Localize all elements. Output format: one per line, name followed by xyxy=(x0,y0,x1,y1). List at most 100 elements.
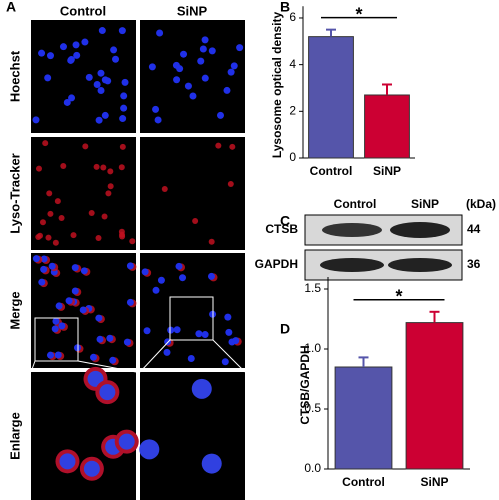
micrograph xyxy=(140,372,245,500)
nucleus xyxy=(79,306,87,314)
nucleus xyxy=(81,38,89,46)
nucleus xyxy=(98,27,106,35)
nucleus xyxy=(109,356,117,364)
lysosome xyxy=(118,164,125,171)
nucleus xyxy=(110,46,118,54)
nucleus xyxy=(216,111,224,119)
panel-label: A xyxy=(6,0,16,15)
zoom-line xyxy=(77,360,137,373)
nucleus xyxy=(73,344,81,352)
x-tick-label: Control xyxy=(310,164,353,178)
blot-kda: 44 xyxy=(467,222,481,236)
nucleus xyxy=(96,335,104,343)
nucleus xyxy=(195,330,203,338)
nucleus xyxy=(156,29,164,37)
nucleus xyxy=(201,36,209,44)
zoom-line xyxy=(212,339,246,373)
nucleus xyxy=(46,351,54,359)
nucleus xyxy=(225,328,233,336)
nucleus xyxy=(48,262,56,270)
y-tick-label: 2 xyxy=(289,103,296,117)
y-axis-label: CTSB/GAPDH xyxy=(298,345,312,424)
nucleus xyxy=(83,460,100,477)
bar xyxy=(308,36,354,159)
bar xyxy=(405,322,464,470)
nucleus xyxy=(73,51,81,59)
nucleus xyxy=(38,49,46,57)
zoom-line xyxy=(30,360,36,373)
significance-star: * xyxy=(395,287,402,307)
column-header: SiNP xyxy=(177,3,208,18)
blot-column-label: Control xyxy=(334,197,377,211)
blot-row-label: GAPDH xyxy=(255,257,298,271)
nucleus xyxy=(106,334,114,342)
nucleus xyxy=(46,52,54,60)
lysosome xyxy=(227,181,234,188)
nucleus xyxy=(51,325,59,333)
nucleus xyxy=(65,297,73,305)
blot-row-label: CTSB xyxy=(265,222,298,236)
microscopy-panel: Control SiNP Hoechst Lyso-Tracker Merge Enlar… xyxy=(7,3,246,500)
lysosome xyxy=(101,213,108,220)
lysosome xyxy=(118,228,125,235)
nucleus xyxy=(72,41,80,49)
x-tick-label: SiNP xyxy=(420,475,448,489)
panel-label: B xyxy=(280,0,290,15)
panel-label: D xyxy=(280,321,290,337)
nucleus xyxy=(40,265,48,273)
nucleus xyxy=(199,45,207,53)
nucleus xyxy=(121,78,129,86)
lysosome xyxy=(105,190,112,197)
nucleus xyxy=(101,111,109,119)
panel-label: C xyxy=(280,213,290,229)
lysosome xyxy=(36,232,43,239)
nucleus xyxy=(172,61,180,69)
blot-column-label: SiNP xyxy=(411,197,439,211)
zoom-box xyxy=(34,317,79,362)
lysosome xyxy=(100,164,107,171)
y-tick-label: 1.5 xyxy=(304,281,321,295)
row-label: Enlarge xyxy=(7,412,22,460)
lysosome xyxy=(60,162,67,169)
nucleus xyxy=(180,50,188,58)
western-blot: Control SiNP (kDa) CTSB GAPDH 44 36 xyxy=(255,197,496,281)
y-tick-label: 0.5 xyxy=(304,401,321,415)
row-label: Merge xyxy=(7,291,22,329)
nucleus xyxy=(201,453,222,474)
blot-band xyxy=(388,258,452,272)
blot-band xyxy=(322,223,382,237)
nucleus xyxy=(59,453,76,470)
nucleus xyxy=(139,439,160,460)
nucleus xyxy=(112,55,120,63)
nucleus xyxy=(95,314,103,322)
nucleus xyxy=(201,74,209,82)
nucleus xyxy=(157,276,165,284)
nucleus xyxy=(189,92,197,100)
micrograph xyxy=(140,253,245,368)
nucleus xyxy=(63,98,71,106)
lysosome xyxy=(54,198,61,205)
nucleus xyxy=(95,116,103,124)
nucleus xyxy=(173,326,181,334)
lysosome xyxy=(82,143,89,150)
nucleus xyxy=(179,274,187,282)
nucleus xyxy=(207,272,215,280)
bar xyxy=(334,366,393,470)
nucleus xyxy=(126,262,134,270)
nucleus xyxy=(173,76,181,84)
lysosome xyxy=(107,168,114,175)
nucleus xyxy=(191,378,212,399)
nucleus xyxy=(71,264,79,272)
nucleus xyxy=(120,104,128,112)
significance-star: * xyxy=(355,4,362,24)
nucleus xyxy=(167,326,175,334)
lysosome xyxy=(42,140,49,147)
nucleus xyxy=(163,348,171,356)
blot-band xyxy=(390,222,450,238)
lysosome xyxy=(95,234,102,241)
nucleus xyxy=(104,77,112,85)
nucleus xyxy=(58,322,66,330)
nucleus xyxy=(85,73,93,81)
lysosome xyxy=(215,142,222,149)
